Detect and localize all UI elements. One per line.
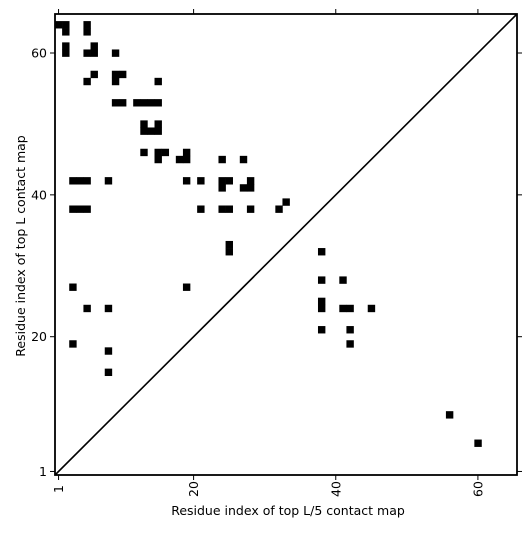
contact-cell-top-L <box>62 28 70 36</box>
contact-cell-top-L <box>218 155 226 164</box>
contact-cell-top-L <box>218 177 226 185</box>
y-tick-label: 20 <box>31 329 47 344</box>
contact-cells <box>55 21 482 447</box>
contact-cell-top-L <box>69 205 77 213</box>
contact-cell-top-L5 <box>83 304 91 313</box>
contact-cell-top-L <box>182 155 191 164</box>
contact-cell-top-L5 <box>317 304 326 313</box>
contact-cell-top-L5 <box>346 326 354 334</box>
contact-cell-top-L <box>225 240 233 249</box>
contact-cell-top-L <box>175 155 184 164</box>
contact-cell-top-L <box>76 205 84 213</box>
contact-cell-top-L <box>76 177 84 185</box>
contact-cell-top-L <box>161 148 170 157</box>
diagonal-line <box>54 13 518 476</box>
contact-cell-top-L <box>69 177 77 185</box>
contact-cell-top-L <box>62 42 70 50</box>
contact-cell-top-L <box>118 99 127 107</box>
contact-cell-top-L <box>83 205 91 213</box>
contact-cell-top-L5 <box>346 340 354 348</box>
contact-cell-top-L5 <box>182 283 191 291</box>
x-tick-label: 1 <box>51 485 66 493</box>
y-axis-label: Residue index of top L contact map <box>13 135 28 356</box>
contact-cell-top-L <box>83 28 91 36</box>
contact-cell-top-L5 <box>474 439 482 447</box>
contact-cell-top-L <box>154 127 162 135</box>
contact-cell-top-L5 <box>346 304 354 313</box>
contact-cell-top-L <box>147 99 155 107</box>
contact-cell-top-L <box>118 70 127 79</box>
contact-cell-top-L <box>140 120 148 128</box>
contact-cell-top-L <box>225 205 233 213</box>
contact-cell-top-L <box>140 127 148 135</box>
x-axis-label: Residue index of top L/5 contact map <box>171 503 405 518</box>
x-tick-label: 60 <box>470 481 485 497</box>
contact-cell-top-L <box>154 148 162 157</box>
plot-frame <box>54 13 518 476</box>
contact-cell-top-L <box>111 77 120 86</box>
contact-cell-top-L <box>90 49 98 57</box>
axis-ticks: 1 20 40 60 1 20 40 60 <box>31 9 522 497</box>
contact-cell-top-L <box>83 77 91 86</box>
contact-cell-top-L <box>62 21 70 29</box>
contact-cell-top-L <box>140 148 148 157</box>
contact-cell-top-L <box>246 184 255 192</box>
contact-cell-top-L <box>104 177 113 185</box>
contact-cell-top-L5 <box>367 304 376 313</box>
contact-cell-top-L <box>218 205 226 213</box>
contact-cell-top-L5 <box>104 304 113 313</box>
contact-cell-top-L5 <box>317 326 326 334</box>
contact-cell-top-L <box>182 177 191 185</box>
contact-cell-top-L5 <box>445 411 454 419</box>
x-tick-label: 20 <box>186 481 201 497</box>
contact-cell-top-L <box>239 155 248 164</box>
y-tick-label: 40 <box>31 187 47 202</box>
contact-cell-top-L <box>111 49 120 57</box>
contact-cell-top-L <box>111 99 120 107</box>
contact-cell-top-L <box>154 77 162 86</box>
contact-cell-top-L <box>182 148 191 157</box>
contact-cell-top-L <box>218 184 226 192</box>
contact-cell-top-L5 <box>339 276 347 284</box>
contact-cell-top-L <box>83 21 91 29</box>
contact-cell-top-L <box>154 120 162 128</box>
contact-cell-top-L5 <box>104 368 113 377</box>
contact-cell-top-L5 <box>339 304 347 313</box>
y-tick-label: 60 <box>31 46 47 61</box>
contact-cell-top-L <box>197 177 205 185</box>
contact-cell-top-L5 <box>317 248 326 256</box>
contact-cell-top-L <box>282 198 290 206</box>
x-tick-label: 40 <box>328 481 343 497</box>
contact-cell-top-L <box>239 184 248 192</box>
contact-cell-top-L <box>225 248 233 256</box>
contact-cell-top-L <box>225 177 233 185</box>
contact-cell-top-L <box>246 205 255 213</box>
contact-cell-top-L <box>197 205 205 213</box>
y-tick-label: 1 <box>39 464 47 479</box>
contact-cell-top-L <box>83 177 91 185</box>
contact-cell-top-L <box>62 49 70 57</box>
contact-cell-top-L5 <box>317 276 326 284</box>
contact-cell-top-L <box>90 42 98 50</box>
contact-cell-top-L <box>133 99 141 107</box>
contact-cell-top-L5 <box>69 283 77 291</box>
contact-cell-top-L <box>55 21 63 29</box>
contact-cell-top-L <box>154 155 162 164</box>
contact-cell-top-L <box>111 70 120 79</box>
contact-cell-top-L <box>83 49 91 57</box>
contact-cell-top-L <box>154 99 162 107</box>
contact-cell-top-L5 <box>104 347 113 355</box>
contact-cell-top-L <box>275 205 283 213</box>
contact-cell-top-L <box>90 70 98 79</box>
contact-cell-top-L <box>140 99 148 107</box>
contact-cell-top-L <box>147 127 155 135</box>
contact-cell-top-L5 <box>317 297 326 306</box>
contact-cell-top-L5 <box>69 340 77 348</box>
contact-cell-top-L <box>246 177 255 185</box>
